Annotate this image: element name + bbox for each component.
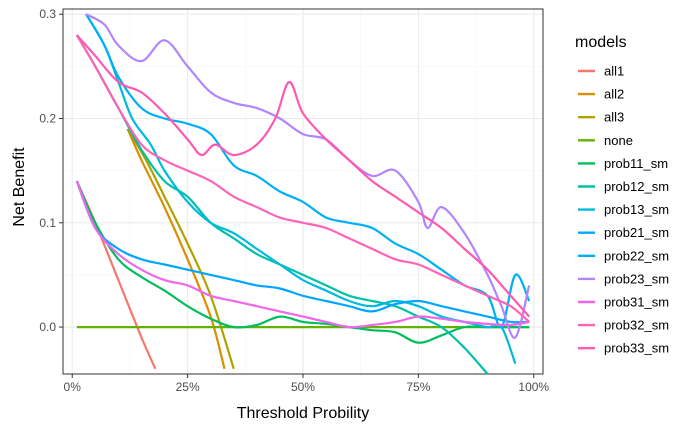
legend-item-all2: all2 <box>578 87 624 102</box>
legend-label-prob21_sm: prob21_sm <box>604 225 669 240</box>
legend-item-prob23_sm: prob23_sm <box>578 271 669 286</box>
series-line-prob33_sm <box>75 34 531 318</box>
series-line-prob12_sm <box>75 34 489 375</box>
legend-item-prob32_sm: prob32_sm <box>578 318 669 333</box>
legend-item-prob11_sm: prob11_sm <box>578 156 668 171</box>
y-tick-label: 0.1 <box>39 216 56 230</box>
y-tick-label: 0.2 <box>39 112 56 126</box>
legend-title: models <box>575 34 627 51</box>
legend-label-none: none <box>604 133 633 148</box>
series-line-prob11_sm <box>75 180 530 344</box>
legend-item-prob21_sm: prob21_sm <box>578 225 669 240</box>
legend-label-prob13_sm: prob13_sm <box>604 202 669 217</box>
legend-item-prob12_sm: prob12_sm <box>578 179 669 194</box>
legend-item-prob13_sm: prob13_sm <box>578 202 669 217</box>
y-axis-ticks: 0.0 0.1 0.2 0.3 <box>39 7 63 334</box>
legend-item-prob22_sm: prob22_sm <box>578 248 669 263</box>
series-lines <box>75 13 531 375</box>
legend-item-all1: all1 <box>578 64 624 79</box>
series-line-prob22_sm <box>85 13 531 329</box>
legend-label-prob12_sm: prob12_sm <box>604 179 669 194</box>
legend-label-prob23_sm: prob23_sm <box>604 271 669 286</box>
legend-item-none: none <box>578 133 633 148</box>
series-line-prob21_sm <box>75 180 530 324</box>
x-tick-label: 50% <box>291 380 315 394</box>
legend-items: all1 all2 all3 none prob11_sm prob12_sm prob13… <box>578 64 669 356</box>
legend-label-prob33_sm: prob33_sm <box>604 341 669 356</box>
series-line-prob32_sm <box>75 34 530 323</box>
x-axis-title: Threshold Probility <box>237 405 370 422</box>
legend-item-prob31_sm: prob31_sm <box>578 295 669 310</box>
legend-label-all1: all1 <box>604 64 624 79</box>
legend-label-prob22_sm: prob22_sm <box>604 248 669 263</box>
legend-label-prob11_sm: prob11_sm <box>604 156 668 171</box>
x-tick-label: 25% <box>176 380 200 394</box>
legend-label-prob31_sm: prob31_sm <box>604 295 669 310</box>
series-line-prob31_sm <box>75 180 530 329</box>
legend-item-prob33_sm: prob33_sm <box>578 341 669 356</box>
x-tick-label: 75% <box>406 380 430 394</box>
legend-label-prob32_sm: prob32_sm <box>604 318 669 333</box>
x-tick-label: 100% <box>518 380 549 394</box>
legend: models all1 all2 all3 none prob11_sm prob12_s… <box>575 34 669 356</box>
y-axis-title: Net Benefit <box>11 147 28 227</box>
series-line-prob23_sm <box>85 13 531 339</box>
series-line-all2 <box>126 128 226 370</box>
y-tick-label: 0.3 <box>39 7 56 21</box>
legend-label-all3: all3 <box>604 110 624 125</box>
x-tick-label: 0% <box>64 380 82 394</box>
legend-item-all3: all3 <box>578 110 624 125</box>
series-line-all3 <box>126 128 235 370</box>
legend-label-all2: all2 <box>604 87 624 102</box>
x-axis-ticks: 0% 25% 50% 75% 100% <box>64 374 549 394</box>
y-tick-label: 0.0 <box>39 320 56 334</box>
